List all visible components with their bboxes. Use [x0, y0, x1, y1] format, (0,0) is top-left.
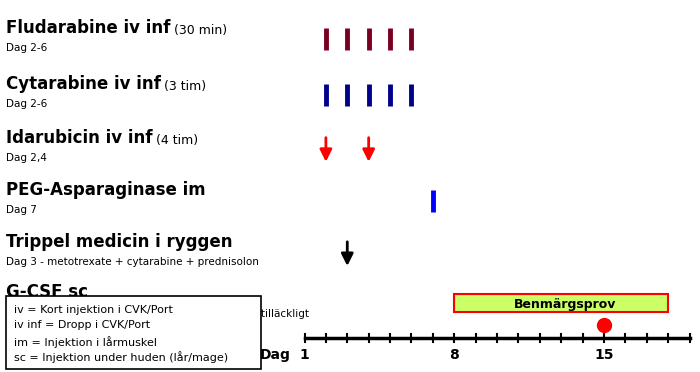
Text: iv = Kort injektion i CVK/Port: iv = Kort injektion i CVK/Port	[14, 305, 173, 315]
Bar	[6, 296, 261, 369]
Text: iv inf = Dropp i CVK/Port: iv inf = Dropp i CVK/Port	[14, 320, 150, 330]
Text: 8: 8	[449, 348, 459, 362]
Text: Dag 3 - metotrexate + cytarabine + prednisolon: Dag 3 - metotrexate + cytarabine + predn…	[6, 257, 258, 267]
Text: Dag 2-6: Dag 2-6	[6, 99, 47, 109]
Text: (4 tim): (4 tim)	[152, 134, 198, 147]
Text: Dag 2-6: Dag 2-6	[6, 43, 47, 53]
Text: PEG-Asparaginase im: PEG-Asparaginase im	[6, 181, 205, 199]
Text: En gång dagligen från dag 8 -> neutrofiler stigit tilläckligt: En gång dagligen från dag 8 -> neutrofil…	[6, 307, 309, 319]
Text: Dag 7: Dag 7	[6, 205, 36, 215]
Text: (3 tim): (3 tim)	[160, 80, 206, 93]
Text: Dag 2,4: Dag 2,4	[6, 153, 46, 163]
Text: Dag: Dag	[260, 348, 290, 362]
Text: 15: 15	[594, 348, 614, 362]
Text: sc = Injektion under huden (lår/mage): sc = Injektion under huden (lår/mage)	[14, 352, 228, 363]
Text: Idarubicin iv inf: Idarubicin iv inf	[6, 129, 152, 147]
Text: 1: 1	[300, 348, 309, 362]
Bar	[454, 294, 668, 312]
Text: im = Injektion i lårmuskel: im = Injektion i lårmuskel	[14, 336, 157, 348]
Text: Benmärgsprov: Benmärgsprov	[514, 298, 617, 311]
Text: (30 min): (30 min)	[170, 24, 227, 37]
Text: Fludarabine iv inf: Fludarabine iv inf	[6, 19, 170, 37]
Text: Cytarabine iv inf: Cytarabine iv inf	[6, 75, 160, 93]
Text: G-CSF sc: G-CSF sc	[6, 283, 87, 301]
Text: Trippel medicin i ryggen: Trippel medicin i ryggen	[6, 233, 232, 251]
